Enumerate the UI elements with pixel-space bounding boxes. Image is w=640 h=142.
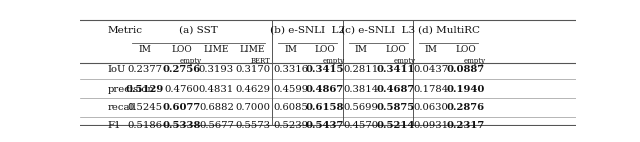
Text: IM: IM [425, 45, 438, 54]
Text: 0.5245: 0.5245 [127, 103, 162, 112]
Text: 0.3814: 0.3814 [344, 85, 379, 94]
Text: 0.3193: 0.3193 [199, 65, 234, 74]
Text: 0.3170: 0.3170 [235, 65, 270, 74]
Text: 0.5186: 0.5186 [127, 121, 162, 130]
Text: 0.4687: 0.4687 [376, 85, 415, 94]
Text: 0.0931: 0.0931 [413, 121, 449, 130]
Text: 0.3411: 0.3411 [376, 65, 415, 74]
Text: (a) SST: (a) SST [179, 26, 218, 35]
Text: IoU: IoU [108, 65, 125, 74]
Text: 0.1784: 0.1784 [413, 85, 449, 94]
Text: 0.6158: 0.6158 [306, 103, 344, 112]
Text: 0.0630: 0.0630 [413, 103, 449, 112]
Text: 0.5437: 0.5437 [306, 121, 344, 130]
Text: 0.1940: 0.1940 [447, 85, 485, 94]
Text: 0.5338: 0.5338 [163, 121, 201, 130]
Text: empty: empty [180, 57, 202, 65]
Text: BERT: BERT [251, 57, 271, 65]
Text: F1: F1 [108, 121, 121, 130]
Text: (b) e-SNLI  L2: (b) e-SNLI L2 [270, 26, 346, 35]
Text: empty: empty [394, 57, 415, 65]
Text: 0.2317: 0.2317 [447, 121, 485, 130]
Text: 0.5573: 0.5573 [235, 121, 270, 130]
Text: LOO: LOO [385, 45, 406, 54]
Text: IM: IM [355, 45, 367, 54]
Text: empty: empty [323, 57, 345, 65]
Text: LOO: LOO [456, 45, 476, 54]
Text: 0.2811: 0.2811 [344, 65, 379, 74]
Text: 0.4831: 0.4831 [199, 85, 234, 94]
Text: 0.5239: 0.5239 [273, 121, 308, 130]
Text: (c) e-SNLI  L3: (c) e-SNLI L3 [341, 26, 415, 35]
Text: (d) MultiRC: (d) MultiRC [417, 26, 479, 35]
Text: 0.7000: 0.7000 [235, 103, 270, 112]
Text: recall: recall [108, 103, 136, 112]
Text: 0.6882: 0.6882 [199, 103, 234, 112]
Text: 0.2377: 0.2377 [127, 65, 162, 74]
Text: 0.4599: 0.4599 [273, 85, 308, 94]
Text: LOO: LOO [172, 45, 192, 54]
Text: 0.5129: 0.5129 [125, 85, 164, 94]
Text: LIME: LIME [204, 45, 229, 54]
Text: 0.6085: 0.6085 [273, 103, 308, 112]
Text: precision: precision [108, 85, 154, 94]
Text: 0.5875: 0.5875 [376, 103, 415, 112]
Text: LIME: LIME [240, 45, 266, 54]
Text: 0.0437: 0.0437 [413, 65, 449, 74]
Text: IM: IM [138, 45, 151, 54]
Text: 0.4760: 0.4760 [164, 85, 199, 94]
Text: 0.5699: 0.5699 [344, 103, 379, 112]
Text: empty: empty [464, 57, 486, 65]
Text: 0.0887: 0.0887 [447, 65, 485, 74]
Text: 0.5214: 0.5214 [376, 121, 415, 130]
Text: 0.2756: 0.2756 [163, 65, 201, 74]
Text: IM: IM [284, 45, 297, 54]
Text: Metric: Metric [108, 26, 142, 35]
Text: 0.6077: 0.6077 [163, 103, 201, 112]
Text: 0.5677: 0.5677 [199, 121, 234, 130]
Text: 0.4570: 0.4570 [344, 121, 379, 130]
Text: 0.2876: 0.2876 [447, 103, 485, 112]
Text: 0.4629: 0.4629 [235, 85, 270, 94]
Text: 0.3316: 0.3316 [273, 65, 308, 74]
Text: 0.3415: 0.3415 [306, 65, 344, 74]
Text: LOO: LOO [315, 45, 335, 54]
Text: 0.4867: 0.4867 [306, 85, 344, 94]
